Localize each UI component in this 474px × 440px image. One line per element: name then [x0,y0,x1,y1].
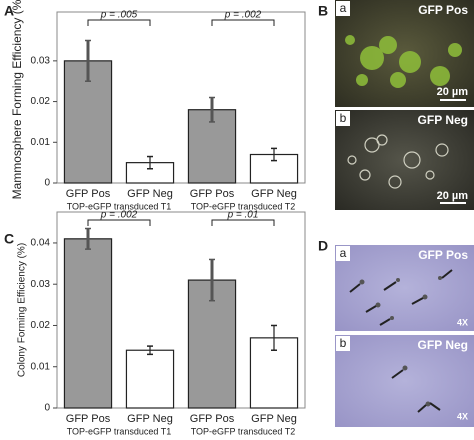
image-sublabel: a [340,1,347,15]
cells [345,35,462,88]
y-tick-label: 0.02 [31,320,51,331]
x-tick-label: GFP Pos [190,413,235,425]
bar [63,238,113,409]
significance-bracket [87,219,151,226]
panel-label: C [4,231,14,247]
y-tick-label: 0.01 [31,137,51,148]
panel-label: B [318,3,328,19]
panel-label: A [4,3,14,19]
group-label: TOP-eGFP transduced T1 [67,201,172,211]
arrows [349,269,453,413]
x-tick-label: GFP Neg [127,188,173,200]
y-axis-label: Mammosphere Forming Efficiency (%) [10,0,24,199]
p-value: p = .002 [224,10,262,21]
y-tick-label: 0 [44,403,50,414]
group-label: TOP-eGFP transduced T2 [191,201,296,211]
y-axis-label: Colony Forming Efficiency (%) [17,243,28,377]
scale-label: 4X [457,317,468,327]
y-tick-label: 0 [44,178,50,189]
x-tick-label: GFP Neg [127,413,173,425]
sublabel-box [336,1,350,16]
y-tick-label: 0.04 [31,238,51,249]
scale-label: 20 µm [437,86,469,98]
group-label: TOP-eGFP transduced T1 [67,426,172,435]
image-title: GFP Pos [418,248,468,262]
colonies [359,276,442,407]
bar [125,349,175,409]
x-tick-label: GFP Pos [66,413,111,425]
y-tick-label: 0.03 [31,279,51,290]
sublabel-box [336,111,350,126]
plot-frame [56,11,306,184]
y-tick-label: 0.03 [31,55,51,66]
y-tick-label: 0.01 [31,361,51,372]
x-tick-label: GFP Pos [66,188,111,200]
group-label: TOP-eGFP transduced T2 [191,426,296,435]
image-title: GFP Neg [418,113,468,127]
x-tick-label: GFP Neg [251,188,297,200]
image-title: GFP Neg [418,338,468,352]
image-sublabel: b [340,336,347,350]
x-tick-label: GFP Neg [251,413,297,425]
p-value: p = .01 [227,210,259,221]
p-value: p = .005 [100,10,138,21]
cells [347,134,449,189]
micrograph [335,335,474,427]
scale-label: 20 µm [437,190,469,202]
image-title: GFP Pos [418,3,468,17]
image-sublabel: b [340,111,347,125]
significance-bracket [211,219,275,226]
scale-label: 4X [457,411,468,421]
p-value: p = .002 [100,210,138,221]
x-tick-label: GFP Pos [190,188,235,200]
significance-bracket [211,19,275,26]
image-sublabel: a [340,246,347,260]
sublabel-box [336,246,350,261]
sublabel-box [336,336,350,351]
y-tick-label: 0.02 [31,96,51,107]
panel-label: D [318,238,328,254]
plot-frame [56,211,306,409]
micrograph [335,245,474,331]
significance-bracket [87,19,151,26]
